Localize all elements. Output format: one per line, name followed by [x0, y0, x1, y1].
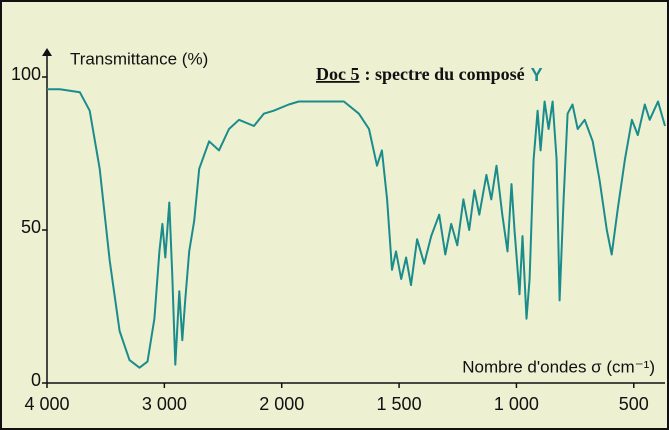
x-axis-label: Nombre d'ondes σ (cm⁻¹): [462, 357, 655, 376]
x-tick-label: 1 500: [377, 394, 422, 414]
x-tick-label: 1 000: [494, 394, 539, 414]
y-axis-arrow: [42, 48, 52, 56]
x-tick-label: 2 000: [259, 394, 304, 414]
y-axis-label: Transmittance (%): [70, 49, 208, 68]
spectrum-line: [47, 88, 666, 369]
y-tick-label: 0: [31, 370, 41, 390]
compound: Y: [531, 65, 543, 85]
y-tick-label: 100: [11, 64, 41, 84]
y-tick-label: 50: [21, 217, 41, 237]
x-tick-label: 3 000: [142, 394, 187, 414]
x-tick-label: 500: [619, 394, 649, 414]
chart-title: : spectre du composé: [365, 64, 525, 84]
title: Doc 5: spectre du composé Y: [316, 64, 543, 85]
doc-label: Doc 5: [316, 64, 360, 84]
x-tick-label: 4 000: [24, 394, 69, 414]
